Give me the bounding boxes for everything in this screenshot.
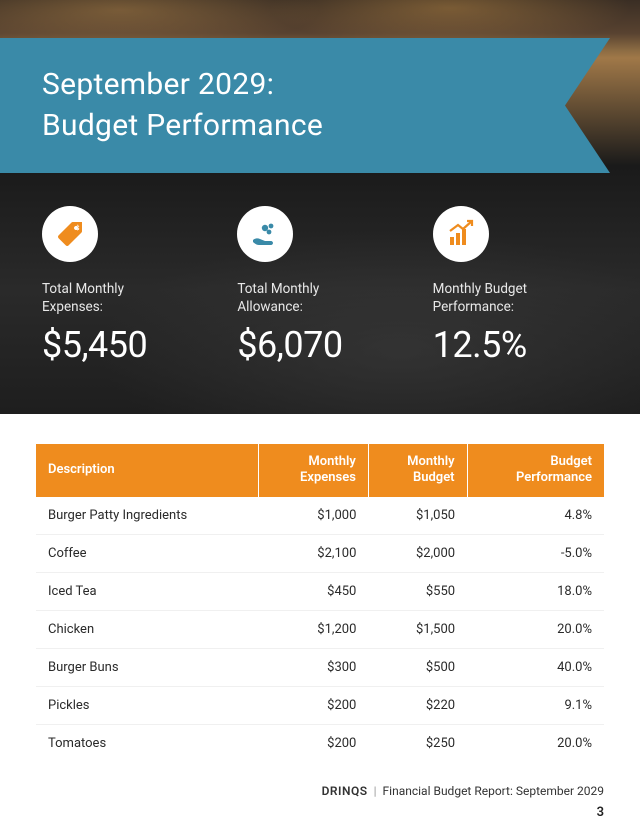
table-cell: $220 <box>368 686 467 724</box>
table-cell: $1,000 <box>258 497 368 535</box>
table-cell: 9.1% <box>467 686 604 724</box>
table-cell: $2,100 <box>258 534 368 572</box>
table-cell: $200 <box>258 724 368 762</box>
table-row: Pickles$200$2209.1% <box>36 686 604 724</box>
banner-title-line1: September 2029: <box>42 65 610 106</box>
table-header-row: Description MonthlyExpenses MonthlyBudge… <box>36 444 604 497</box>
col-performance: BudgetPerformance <box>467 444 604 497</box>
banner-title-line2: Budget Performance <box>42 106 610 147</box>
metric-value: 12.5% <box>433 324 598 366</box>
metric-label: Total MonthlyExpenses: <box>42 280 207 316</box>
table-cell: Burger Patty Ingredients <box>36 497 258 535</box>
table-row: Chicken$1,200$1,50020.0% <box>36 610 604 648</box>
page-footer: DRINQS | Financial Budget Report: Septem… <box>0 784 640 798</box>
table-row: Tomatoes$200$25020.0% <box>36 724 604 762</box>
chart-up-icon <box>433 206 489 262</box>
footer-report-title: Financial Budget Report: September 2029 <box>383 784 604 798</box>
metric-allowance: Total MonthlyAllowance: $6,070 <box>237 206 402 366</box>
table-cell: 4.8% <box>467 497 604 535</box>
table-cell: Pickles <box>36 686 258 724</box>
title-banner: September 2029: Budget Performance <box>0 38 610 173</box>
table-cell: Chicken <box>36 610 258 648</box>
price-tag-icon: $ <box>42 206 98 262</box>
footer-brand: DRINQS <box>322 784 368 798</box>
table-row: Coffee$2,100$2,000-5.0% <box>36 534 604 572</box>
col-description: Description <box>36 444 258 497</box>
table-cell: 20.0% <box>467 610 604 648</box>
metric-label: Total MonthlyAllowance: <box>237 280 402 316</box>
svg-text:$: $ <box>76 225 80 232</box>
metrics-row: $ Total MonthlyExpenses: $5,450 Total Mo… <box>0 206 640 366</box>
hand-coins-icon <box>237 206 293 262</box>
table-cell: $250 <box>368 724 467 762</box>
table-cell: $1,050 <box>368 497 467 535</box>
table-cell: $300 <box>258 648 368 686</box>
table-cell: $550 <box>368 572 467 610</box>
table-cell: $200 <box>258 686 368 724</box>
table-cell: Tomatoes <box>36 724 258 762</box>
col-expenses: MonthlyExpenses <box>258 444 368 497</box>
table-cell: $500 <box>368 648 467 686</box>
table-cell: $450 <box>258 572 368 610</box>
budget-table: Description MonthlyExpenses MonthlyBudge… <box>36 444 604 762</box>
table-cell: Burger Buns <box>36 648 258 686</box>
table-cell: $1,500 <box>368 610 467 648</box>
metric-expenses: $ Total MonthlyExpenses: $5,450 <box>42 206 207 366</box>
metric-performance: Monthly BudgetPerformance: 12.5% <box>433 206 598 366</box>
page-number: 3 <box>597 805 604 820</box>
table-cell: 40.0% <box>467 648 604 686</box>
table-cell: Iced Tea <box>36 572 258 610</box>
metric-value: $5,450 <box>42 324 207 366</box>
metric-value: $6,070 <box>237 324 402 366</box>
footer-separator: | <box>374 784 377 798</box>
table-cell: $1,200 <box>258 610 368 648</box>
table-cell: -5.0% <box>467 534 604 572</box>
table-cell: 20.0% <box>467 724 604 762</box>
hero-section: September 2029: Budget Performance $ Tot… <box>0 0 640 414</box>
table-cell: $2,000 <box>368 534 467 572</box>
col-budget: MonthlyBudget <box>368 444 467 497</box>
table-row: Burger Patty Ingredients$1,000$1,0504.8% <box>36 497 604 535</box>
table-row: Burger Buns$300$50040.0% <box>36 648 604 686</box>
table-cell: Coffee <box>36 534 258 572</box>
table-row: Iced Tea$450$55018.0% <box>36 572 604 610</box>
metric-label: Monthly BudgetPerformance: <box>433 280 598 316</box>
table-cell: 18.0% <box>467 572 604 610</box>
budget-table-section: Description MonthlyExpenses MonthlyBudge… <box>0 414 640 762</box>
